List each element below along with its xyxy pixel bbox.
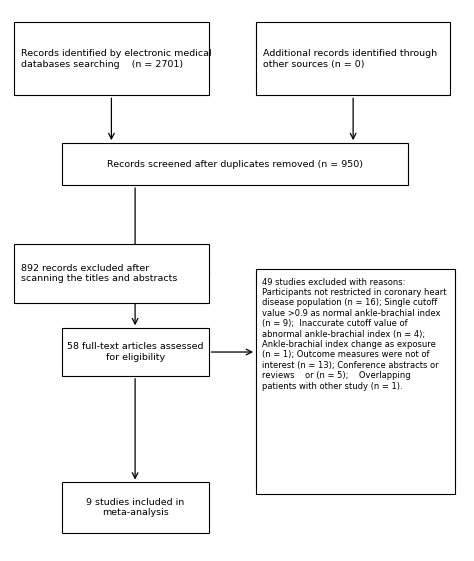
FancyBboxPatch shape — [14, 244, 209, 303]
Text: Additional records identified through
other sources (n = 0): Additional records identified through ot… — [263, 49, 437, 68]
FancyBboxPatch shape — [62, 143, 408, 185]
FancyBboxPatch shape — [62, 482, 209, 533]
Text: Records identified by electronic medical
databases searching    (n = 2701): Records identified by electronic medical… — [21, 49, 212, 68]
Text: 58 full-text articles assessed
for eligibility: 58 full-text articles assessed for eligi… — [67, 342, 203, 362]
FancyBboxPatch shape — [14, 22, 209, 95]
Text: 892 records excluded after
scanning the titles and abstracts: 892 records excluded after scanning the … — [21, 264, 178, 283]
Text: 9 studies included in
meta-analysis: 9 studies included in meta-analysis — [86, 498, 184, 517]
FancyBboxPatch shape — [256, 269, 455, 494]
Text: Records screened after duplicates removed (n = 950): Records screened after duplicates remove… — [107, 159, 363, 169]
Text: 49 studies excluded with reasons:
Participants not restricted in coronary heart
: 49 studies excluded with reasons: Partic… — [262, 278, 447, 390]
FancyBboxPatch shape — [62, 328, 209, 376]
FancyBboxPatch shape — [256, 22, 450, 95]
